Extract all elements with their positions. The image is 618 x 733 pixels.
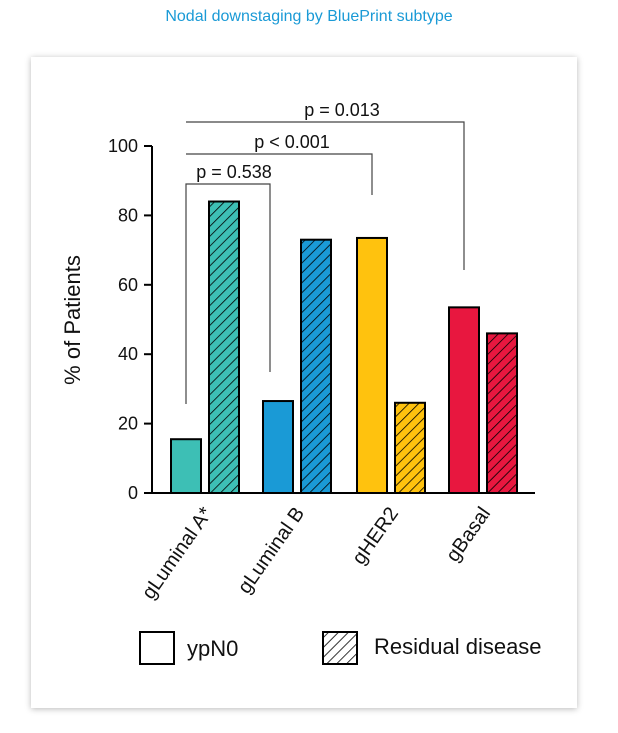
p-value-label: p = 0.013 — [304, 100, 380, 120]
x-tick-label: gHER2 — [348, 503, 403, 568]
legend-swatch-hatch — [323, 632, 357, 664]
y-tick-label: 80 — [118, 205, 138, 225]
bar-ypn0-1 — [263, 401, 293, 493]
y-tick-label: 40 — [118, 344, 138, 364]
legend-label-ypn0: ypN0 — [187, 636, 238, 661]
p-value-label: p = 0.538 — [196, 162, 272, 182]
bar-hatch-1 — [301, 239, 331, 493]
bar-ypn0-0 — [171, 439, 201, 493]
bar-hatch-2 — [395, 402, 425, 493]
significance-bracket-0 — [185, 183, 271, 404]
significance-bracket-2 — [186, 121, 465, 270]
y-tick-label: 0 — [128, 483, 138, 503]
bar-hatch-3 — [487, 333, 517, 493]
bar-ypn0-2 — [357, 237, 387, 493]
p-value-label: p < 0.001 — [254, 132, 330, 152]
figure-caption: Nodal downstaging by BluePrint subtype — [165, 8, 453, 25]
legend-label-residual: Residual disease — [374, 634, 542, 659]
bar-ypn0-3 — [449, 307, 479, 493]
y-axis-title: % of Patients — [60, 255, 85, 385]
legend-swatch-hatched — [322, 631, 358, 665]
y-tick-label: 20 — [118, 414, 138, 434]
significance-bracket-1 — [186, 153, 373, 195]
y-tick-label: 100 — [108, 136, 138, 156]
legend-swatch-solid — [139, 631, 175, 665]
x-tick-label: gBasal — [442, 503, 495, 566]
bar-hatch-0 — [209, 201, 239, 493]
x-tick-label: gLuminal B — [234, 503, 309, 598]
y-tick-label: 60 — [118, 275, 138, 295]
x-tick-label: gLuminal A* — [138, 503, 217, 603]
